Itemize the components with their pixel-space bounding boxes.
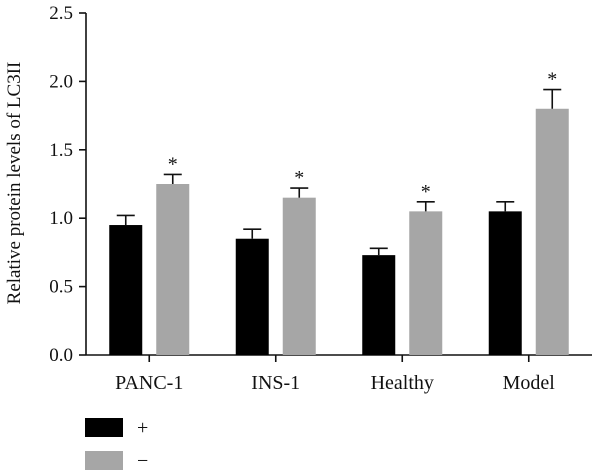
- bar: [282, 197, 316, 355]
- significance-star: *: [168, 153, 178, 175]
- bar: [362, 255, 396, 355]
- x-tick-label: INS-1: [251, 372, 300, 394]
- y-tick-label: 2.0: [49, 71, 73, 92]
- significance-markers: * * * *: [168, 69, 558, 203]
- legend: +−: [85, 417, 148, 472]
- legend-swatch: [85, 451, 123, 470]
- y-tick-label: 1.0: [49, 208, 73, 229]
- bar: [109, 225, 143, 355]
- bar: [488, 211, 522, 355]
- legend-label: −: [137, 450, 148, 472]
- y-tick-label: 2.5: [49, 3, 73, 24]
- x-tick-label: Healthy: [371, 372, 434, 394]
- error-bars: [116, 88, 562, 256]
- x-tick-label: PANC-1: [115, 372, 183, 394]
- bar: [409, 211, 443, 355]
- significance-star: *: [547, 69, 557, 91]
- y-tick-label: 1.5: [49, 140, 73, 161]
- legend-swatch: [85, 418, 123, 437]
- legend-label: +: [137, 417, 148, 439]
- y-tick-label: 0.5: [49, 277, 73, 298]
- x-axis: PANC-1 INS-1 Healthy Model: [86, 354, 592, 394]
- x-tick-label: Model: [503, 372, 556, 394]
- significance-star: *: [421, 181, 431, 203]
- y-axis: 0.0 0.5 1.0 1.5 2.0 2.5: [49, 3, 87, 366]
- y-tick-label: 0.0: [49, 345, 73, 366]
- bar: [156, 184, 190, 355]
- bar: [235, 238, 269, 355]
- y-axis-label: Relative protein levels of LC3II: [4, 62, 25, 305]
- significance-star: *: [294, 167, 304, 189]
- bar: [535, 108, 569, 355]
- bars: [109, 108, 569, 355]
